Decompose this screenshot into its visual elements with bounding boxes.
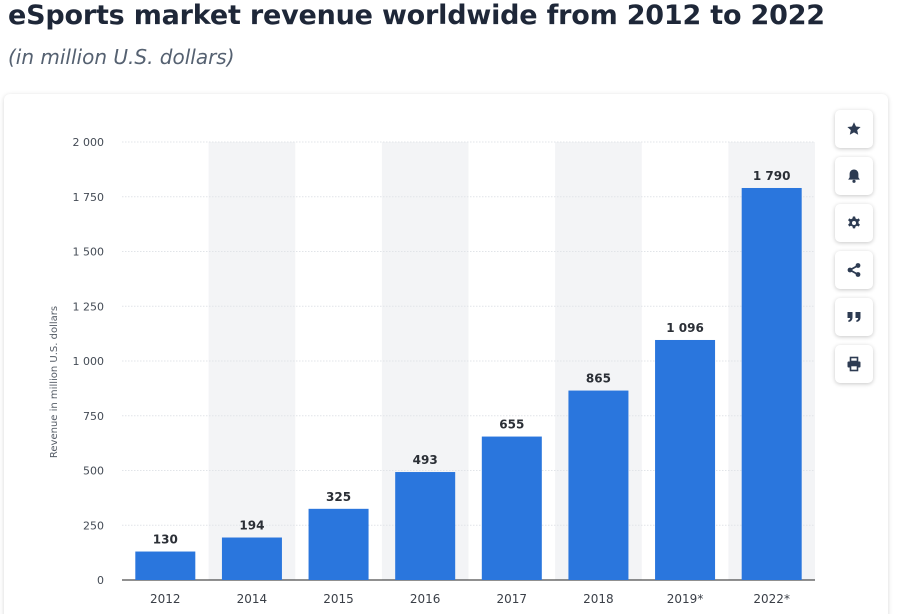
value-label: 325: [326, 490, 351, 504]
x-tick-label: 2018: [583, 592, 614, 606]
y-tick-label: 1 250: [73, 300, 105, 313]
y-tick-label: 750: [83, 410, 104, 423]
quote-icon: [846, 309, 862, 325]
star-icon: [846, 121, 862, 137]
bar-2017: [481, 436, 542, 580]
x-tick-label: 2015: [323, 592, 354, 606]
value-label: 194: [239, 519, 264, 533]
value-label: 1 096: [666, 321, 704, 335]
bar-2019*: [655, 339, 716, 580]
bar-2022*: [741, 187, 802, 581]
value-label: 1 790: [753, 169, 791, 183]
share-button[interactable]: [835, 251, 873, 289]
y-axis-title: Revenue in million U.S. dollars: [49, 306, 60, 458]
x-tick-label: 2014: [237, 592, 268, 606]
x-tick-label: 2022*: [753, 592, 790, 606]
page-title: eSports market revenue worldwide from 20…: [8, 0, 825, 31]
y-tick-label: 1 500: [73, 246, 105, 259]
favorite-button[interactable]: [835, 110, 873, 148]
cite-button[interactable]: [835, 298, 873, 336]
print-button[interactable]: [835, 345, 873, 383]
y-tick-label: 0: [97, 574, 104, 587]
value-label: 655: [499, 418, 524, 432]
gear-icon: [846, 215, 862, 231]
bar-2016: [395, 472, 456, 580]
x-tick-label: 2019*: [667, 592, 704, 606]
x-tick-label: 2016: [410, 592, 441, 606]
print-icon: [846, 356, 862, 372]
bell-icon: [846, 168, 862, 184]
value-label: 865: [586, 372, 611, 386]
notification-button[interactable]: [835, 157, 873, 195]
settings-button[interactable]: [835, 204, 873, 242]
bar-2015: [308, 508, 369, 580]
bar-2018: [568, 390, 629, 580]
value-label: 493: [413, 453, 438, 467]
bar-2012: [135, 551, 196, 580]
bar-2014: [221, 537, 282, 580]
share-icon: [846, 262, 862, 278]
value-label: 130: [153, 533, 178, 547]
x-tick-label: 2017: [497, 592, 528, 606]
y-tick-label: 500: [83, 465, 104, 478]
page-subtitle: (in million U.S. dollars): [8, 45, 235, 69]
y-tick-label: 250: [83, 519, 104, 532]
y-tick-label: 2 000: [73, 136, 105, 149]
y-tick-label: 1 000: [73, 355, 105, 368]
y-tick-label: 1 750: [73, 191, 105, 204]
x-tick-label: 2012: [150, 592, 181, 606]
